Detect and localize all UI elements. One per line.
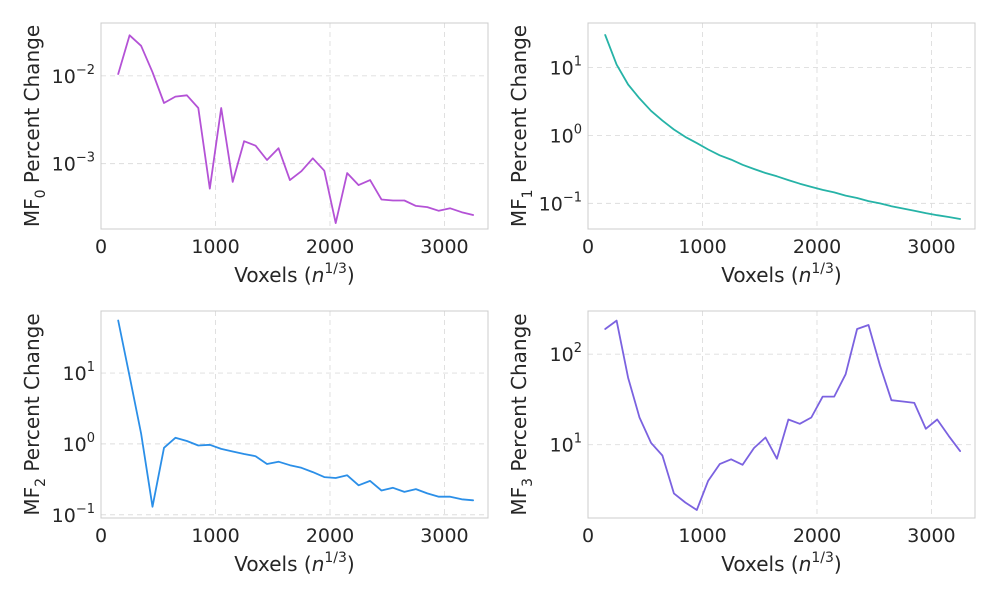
x-tick-label: 1000 <box>678 236 726 258</box>
y-tick-exponent: −1 <box>563 190 582 205</box>
y-tick-label: 100 <box>550 122 582 147</box>
y-tick-exponent: −1 <box>76 502 95 517</box>
x-axis-label-exponent: 1/3 <box>324 550 347 566</box>
y-tick-base: 10 <box>52 154 76 176</box>
y-tick-base: 10 <box>63 434 87 456</box>
x-tick-label: 2000 <box>793 525 841 547</box>
y-tick-label: 101 <box>550 54 582 79</box>
y-tick-label: 10−3 <box>52 151 95 176</box>
x-tick-label: 0 <box>95 525 107 547</box>
x-tick-label: 1000 <box>191 236 239 258</box>
x-tick-label: 3000 <box>907 525 955 547</box>
y-tick-label: 101 <box>550 432 582 457</box>
x-tick-label: 2000 <box>793 236 841 258</box>
y-tick-exponent: −3 <box>76 151 95 166</box>
y-axis-label-subscript: 3 <box>520 478 536 487</box>
y-axis-label-text: MF <box>20 198 44 227</box>
y-tick-label: 10−1 <box>539 190 582 215</box>
y-tick-label: 100 <box>63 431 95 456</box>
y-axis-label-text: MF <box>507 487 531 516</box>
x-axis-label-close: ) <box>834 552 842 576</box>
x-axis-label-text: Voxels ( <box>234 552 311 576</box>
y-axis-label: MF3 Percent Change <box>507 313 536 515</box>
x-tick-label: 3000 <box>420 236 468 258</box>
plot-frame <box>100 310 489 519</box>
y-tick-exponent: 0 <box>87 431 95 446</box>
x-axis-label-exponent: 1/3 <box>811 261 834 277</box>
y-tick-exponent: 0 <box>574 122 582 137</box>
x-tick-label: 0 <box>95 236 107 258</box>
x-axis-label: Voxels (n1/3) <box>721 550 841 576</box>
y-tick-base: 10 <box>550 125 574 147</box>
x-axis-label-variable: n <box>312 263 325 287</box>
x-axis-label-exponent: 1/3 <box>324 261 347 277</box>
y-axis-label-text: MF <box>20 487 44 516</box>
series-line <box>604 319 961 511</box>
y-tick-exponent: −2 <box>76 63 95 78</box>
series-line <box>604 34 961 220</box>
y-tick-base: 10 <box>550 57 574 79</box>
y-axis-label-suffix: Percent Change <box>507 25 531 190</box>
x-tick-label: 1000 <box>191 525 239 547</box>
y-tick-label: 101 <box>63 360 95 385</box>
y-axis-label-text: MF <box>507 198 531 227</box>
y-tick-base: 10 <box>539 193 563 215</box>
y-tick-label: 10−2 <box>52 63 95 88</box>
x-tick-label: 1000 <box>678 525 726 547</box>
x-axis-label-text: Voxels ( <box>721 263 798 287</box>
x-axis-label: Voxels (n1/3) <box>234 550 354 576</box>
y-axis-label: MF0 Percent Change <box>20 25 49 227</box>
x-axis-label-variable: n <box>799 263 812 287</box>
y-axis-label: MF1 Percent Change <box>507 25 536 227</box>
x-tick-label: 3000 <box>420 525 468 547</box>
plot-frame <box>587 310 976 519</box>
plot-frame <box>587 22 976 230</box>
x-axis-label-exponent: 1/3 <box>811 550 834 566</box>
plot-frame <box>100 22 489 230</box>
y-tick-base: 10 <box>52 505 76 527</box>
y-axis-label: MF2 Percent Change <box>20 313 49 515</box>
x-axis-label-text: Voxels ( <box>721 552 798 576</box>
x-axis-label: Voxels (n1/3) <box>721 261 841 287</box>
x-tick-label: 2000 <box>306 236 354 258</box>
y-axis-label-suffix: Percent Change <box>20 25 44 190</box>
x-axis-label-text: Voxels ( <box>234 263 311 287</box>
y-tick-exponent: 2 <box>574 341 582 356</box>
x-axis-label-close: ) <box>347 552 355 576</box>
x-axis-label-variable: n <box>799 552 812 576</box>
x-tick-label: 2000 <box>306 525 354 547</box>
x-axis-label-close: ) <box>347 263 355 287</box>
x-axis-label-variable: n <box>312 552 325 576</box>
y-tick-exponent: 1 <box>574 54 582 69</box>
x-tick-label: 3000 <box>907 236 955 258</box>
y-tick-label: 10−1 <box>52 502 95 527</box>
y-tick-base: 10 <box>63 363 87 385</box>
y-axis-label-suffix: Percent Change <box>507 313 531 478</box>
x-tick-label: 0 <box>582 236 594 258</box>
x-tick-label: 0 <box>582 525 594 547</box>
y-axis-label-subscript: 1 <box>520 189 536 198</box>
y-axis-label-subscript: 0 <box>33 189 49 198</box>
x-axis-label-close: ) <box>834 263 842 287</box>
y-tick-base: 10 <box>550 344 574 366</box>
y-tick-base: 10 <box>52 66 76 88</box>
y-tick-exponent: 1 <box>574 432 582 447</box>
y-axis-label-suffix: Percent Change <box>20 313 44 478</box>
y-tick-exponent: 1 <box>87 360 95 375</box>
series-line <box>117 319 475 508</box>
y-axis-label-subscript: 2 <box>33 478 49 487</box>
series-line <box>117 34 475 225</box>
y-tick-label: 102 <box>550 341 582 366</box>
y-tick-base: 10 <box>550 435 574 457</box>
x-axis-label: Voxels (n1/3) <box>234 261 354 287</box>
